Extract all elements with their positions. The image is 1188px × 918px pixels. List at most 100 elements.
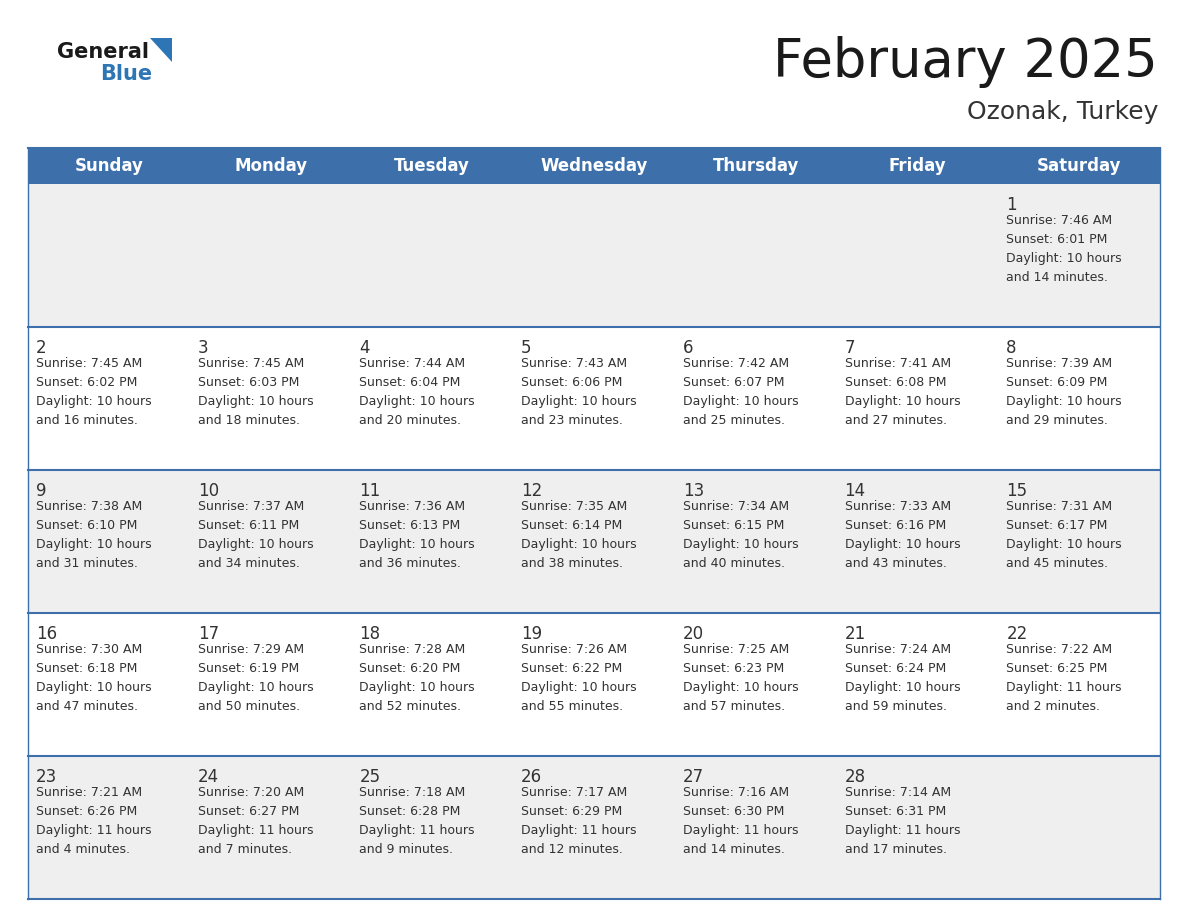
Text: Sunset: 6:13 PM: Sunset: 6:13 PM — [360, 519, 461, 532]
Text: Daylight: 10 hours: Daylight: 10 hours — [683, 538, 798, 551]
Text: February 2025: February 2025 — [773, 36, 1158, 88]
Text: Sunrise: 7:41 AM: Sunrise: 7:41 AM — [845, 357, 950, 370]
Bar — [29, 184, 1159, 327]
Text: Sunset: 6:20 PM: Sunset: 6:20 PM — [360, 662, 461, 675]
Text: and 43 minutes.: and 43 minutes. — [845, 557, 947, 570]
Text: Daylight: 10 hours: Daylight: 10 hours — [197, 395, 314, 408]
Bar — [29, 148, 1159, 184]
Text: and 14 minutes.: and 14 minutes. — [1006, 271, 1108, 284]
Text: 28: 28 — [845, 768, 866, 786]
Text: Sunrise: 7:14 AM: Sunrise: 7:14 AM — [845, 786, 950, 799]
Text: Daylight: 10 hours: Daylight: 10 hours — [1006, 252, 1121, 265]
Text: Sunday: Sunday — [75, 157, 144, 175]
Text: 9: 9 — [36, 482, 46, 500]
Text: and 17 minutes.: and 17 minutes. — [845, 843, 947, 856]
Text: 3: 3 — [197, 339, 208, 357]
Text: Daylight: 10 hours: Daylight: 10 hours — [683, 395, 798, 408]
Text: 7: 7 — [845, 339, 855, 357]
Text: Sunset: 6:06 PM: Sunset: 6:06 PM — [522, 376, 623, 389]
Text: Wednesday: Wednesday — [541, 157, 647, 175]
Text: Daylight: 10 hours: Daylight: 10 hours — [36, 681, 152, 694]
Text: and 14 minutes.: and 14 minutes. — [683, 843, 785, 856]
Text: and 31 minutes.: and 31 minutes. — [36, 557, 138, 570]
Text: 21: 21 — [845, 625, 866, 643]
Text: and 27 minutes.: and 27 minutes. — [845, 414, 947, 427]
Text: and 9 minutes.: and 9 minutes. — [360, 843, 454, 856]
Text: and 25 minutes.: and 25 minutes. — [683, 414, 785, 427]
Text: Sunrise: 7:24 AM: Sunrise: 7:24 AM — [845, 643, 950, 656]
Text: Sunrise: 7:42 AM: Sunrise: 7:42 AM — [683, 357, 789, 370]
Text: Sunset: 6:26 PM: Sunset: 6:26 PM — [36, 805, 138, 818]
Text: Sunset: 6:10 PM: Sunset: 6:10 PM — [36, 519, 138, 532]
Text: Saturday: Saturday — [1037, 157, 1121, 175]
Text: 5: 5 — [522, 339, 532, 357]
Text: Sunset: 6:28 PM: Sunset: 6:28 PM — [360, 805, 461, 818]
Text: Sunset: 6:29 PM: Sunset: 6:29 PM — [522, 805, 623, 818]
Text: 6: 6 — [683, 339, 694, 357]
Text: Sunset: 6:22 PM: Sunset: 6:22 PM — [522, 662, 623, 675]
Text: Sunrise: 7:29 AM: Sunrise: 7:29 AM — [197, 643, 304, 656]
Text: Thursday: Thursday — [713, 157, 798, 175]
Text: Sunset: 6:09 PM: Sunset: 6:09 PM — [1006, 376, 1107, 389]
Text: Sunset: 6:30 PM: Sunset: 6:30 PM — [683, 805, 784, 818]
Text: General: General — [57, 42, 148, 62]
Text: 12: 12 — [522, 482, 543, 500]
Text: and 47 minutes.: and 47 minutes. — [36, 700, 138, 713]
Text: and 16 minutes.: and 16 minutes. — [36, 414, 138, 427]
Text: 11: 11 — [360, 482, 380, 500]
Text: Daylight: 10 hours: Daylight: 10 hours — [360, 395, 475, 408]
Text: Tuesday: Tuesday — [394, 157, 470, 175]
Text: and 23 minutes.: and 23 minutes. — [522, 414, 623, 427]
Text: 1: 1 — [1006, 196, 1017, 214]
Text: and 45 minutes.: and 45 minutes. — [1006, 557, 1108, 570]
Text: Daylight: 10 hours: Daylight: 10 hours — [197, 681, 314, 694]
Text: 18: 18 — [360, 625, 380, 643]
Text: Sunrise: 7:44 AM: Sunrise: 7:44 AM — [360, 357, 466, 370]
Text: and 38 minutes.: and 38 minutes. — [522, 557, 624, 570]
Text: Sunset: 6:03 PM: Sunset: 6:03 PM — [197, 376, 299, 389]
Text: Blue: Blue — [100, 64, 152, 84]
Text: Sunrise: 7:21 AM: Sunrise: 7:21 AM — [36, 786, 143, 799]
Text: 26: 26 — [522, 768, 542, 786]
Text: 14: 14 — [845, 482, 866, 500]
Text: Sunrise: 7:43 AM: Sunrise: 7:43 AM — [522, 357, 627, 370]
Text: Sunrise: 7:30 AM: Sunrise: 7:30 AM — [36, 643, 143, 656]
Text: Daylight: 10 hours: Daylight: 10 hours — [522, 681, 637, 694]
Text: Sunrise: 7:34 AM: Sunrise: 7:34 AM — [683, 500, 789, 513]
Polygon shape — [150, 38, 172, 62]
Text: Sunset: 6:19 PM: Sunset: 6:19 PM — [197, 662, 299, 675]
Text: Sunrise: 7:45 AM: Sunrise: 7:45 AM — [36, 357, 143, 370]
Text: and 4 minutes.: and 4 minutes. — [36, 843, 129, 856]
Text: Ozonak, Turkey: Ozonak, Turkey — [967, 100, 1158, 124]
Text: Sunrise: 7:39 AM: Sunrise: 7:39 AM — [1006, 357, 1112, 370]
Text: and 57 minutes.: and 57 minutes. — [683, 700, 785, 713]
Text: Friday: Friday — [889, 157, 946, 175]
Text: Sunset: 6:18 PM: Sunset: 6:18 PM — [36, 662, 138, 675]
Text: Sunrise: 7:22 AM: Sunrise: 7:22 AM — [1006, 643, 1112, 656]
Text: Sunset: 6:24 PM: Sunset: 6:24 PM — [845, 662, 946, 675]
Text: Sunrise: 7:45 AM: Sunrise: 7:45 AM — [197, 357, 304, 370]
Text: Sunrise: 7:37 AM: Sunrise: 7:37 AM — [197, 500, 304, 513]
Text: Daylight: 11 hours: Daylight: 11 hours — [360, 824, 475, 837]
Text: Sunset: 6:14 PM: Sunset: 6:14 PM — [522, 519, 623, 532]
Text: Sunrise: 7:46 AM: Sunrise: 7:46 AM — [1006, 214, 1112, 227]
Text: 8: 8 — [1006, 339, 1017, 357]
Text: 25: 25 — [360, 768, 380, 786]
Text: 15: 15 — [1006, 482, 1028, 500]
Text: Sunset: 6:23 PM: Sunset: 6:23 PM — [683, 662, 784, 675]
Text: Sunset: 6:11 PM: Sunset: 6:11 PM — [197, 519, 299, 532]
Text: Monday: Monday — [234, 157, 308, 175]
Bar — [29, 756, 1159, 899]
Text: Daylight: 10 hours: Daylight: 10 hours — [36, 395, 152, 408]
Text: Daylight: 11 hours: Daylight: 11 hours — [845, 824, 960, 837]
Text: Sunset: 6:01 PM: Sunset: 6:01 PM — [1006, 233, 1107, 246]
Text: Sunrise: 7:18 AM: Sunrise: 7:18 AM — [360, 786, 466, 799]
Text: and 34 minutes.: and 34 minutes. — [197, 557, 299, 570]
Text: and 40 minutes.: and 40 minutes. — [683, 557, 785, 570]
Text: Sunset: 6:04 PM: Sunset: 6:04 PM — [360, 376, 461, 389]
Text: and 55 minutes.: and 55 minutes. — [522, 700, 624, 713]
Text: Sunrise: 7:36 AM: Sunrise: 7:36 AM — [360, 500, 466, 513]
Text: Daylight: 10 hours: Daylight: 10 hours — [522, 395, 637, 408]
Text: 20: 20 — [683, 625, 704, 643]
Text: Sunset: 6:31 PM: Sunset: 6:31 PM — [845, 805, 946, 818]
